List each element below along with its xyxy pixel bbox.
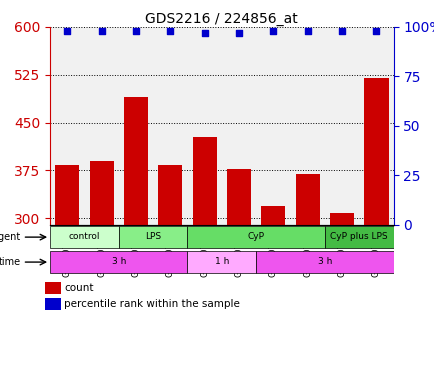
Bar <box>158 166 182 384</box>
Bar <box>261 205 285 384</box>
Bar <box>89 161 113 384</box>
Point <box>167 28 174 34</box>
Bar <box>187 226 324 248</box>
Bar <box>192 137 216 384</box>
Text: 3 h: 3 h <box>317 257 332 266</box>
Bar <box>118 226 187 248</box>
Bar <box>50 251 187 273</box>
Point <box>235 30 242 36</box>
Point <box>201 30 208 36</box>
Title: GDS2216 / 224856_at: GDS2216 / 224856_at <box>145 12 298 26</box>
Point <box>269 28 276 34</box>
Bar <box>187 27 221 225</box>
Text: agent: agent <box>0 232 21 242</box>
Text: CyP: CyP <box>247 232 264 241</box>
Bar <box>221 27 256 225</box>
Bar <box>50 27 84 225</box>
Bar <box>329 213 353 384</box>
Text: 1 h: 1 h <box>214 257 229 266</box>
Bar <box>45 281 61 294</box>
Point <box>98 28 105 34</box>
Text: count: count <box>64 283 93 293</box>
Text: CyP plus LPS: CyP plus LPS <box>330 232 387 241</box>
Text: time: time <box>0 257 21 267</box>
Bar <box>45 298 61 310</box>
Bar <box>227 169 250 384</box>
Text: percentile rank within the sample: percentile rank within the sample <box>64 299 240 310</box>
Point <box>304 28 311 34</box>
Bar <box>50 226 118 248</box>
Bar <box>290 27 324 225</box>
Bar <box>256 27 290 225</box>
Text: LPS: LPS <box>145 232 161 241</box>
Bar <box>295 174 319 384</box>
Text: 3 h: 3 h <box>111 257 126 266</box>
Bar <box>124 97 148 384</box>
Bar <box>324 226 393 248</box>
Bar <box>256 251 393 273</box>
Bar <box>364 78 388 384</box>
Text: control: control <box>69 232 100 241</box>
Point <box>132 28 139 34</box>
Bar <box>358 27 393 225</box>
Bar <box>153 27 187 225</box>
Bar <box>118 27 153 225</box>
Bar <box>187 251 256 273</box>
Bar <box>84 27 118 225</box>
Bar <box>324 27 358 225</box>
Point <box>64 28 71 34</box>
Point <box>338 28 345 34</box>
Point <box>372 28 379 34</box>
Bar <box>55 166 79 384</box>
